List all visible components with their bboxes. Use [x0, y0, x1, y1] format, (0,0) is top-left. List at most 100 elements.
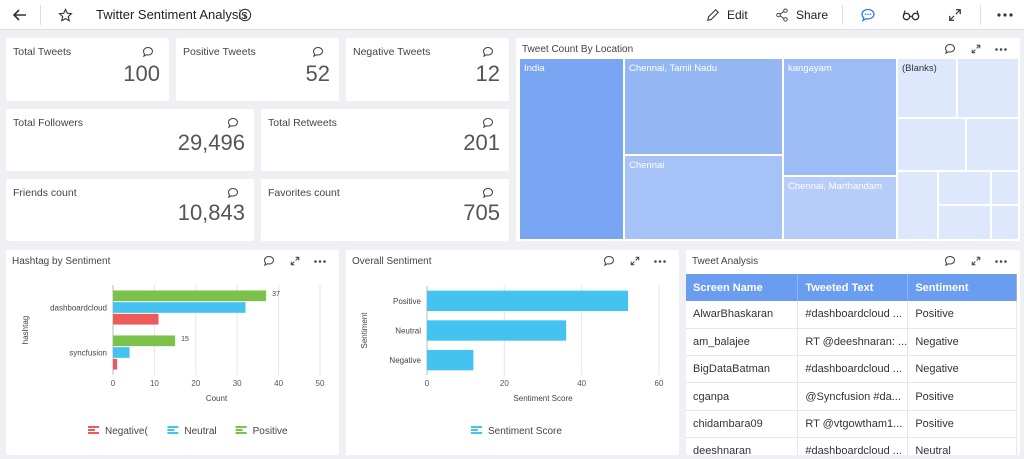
- comment-icon[interactable]: [481, 116, 495, 130]
- column-header-tweeted-text[interactable]: Tweeted Text: [798, 274, 908, 301]
- treemap-cell-india[interactable]: India: [520, 59, 623, 239]
- table-cell: Positive: [908, 410, 1017, 437]
- comment-icon[interactable]: [858, 5, 878, 25]
- legend-swatch: [167, 426, 178, 428]
- comment-icon[interactable]: [311, 45, 325, 59]
- comment-icon[interactable]: [943, 42, 957, 56]
- treemap-cell[interactable]: [898, 119, 965, 170]
- legend-label: Positive: [253, 426, 288, 437]
- column-header-sentiment[interactable]: Sentiment: [908, 274, 1017, 301]
- edit-button[interactable]: Edit: [727, 8, 748, 22]
- bar-neutral-syncfusion: [113, 347, 130, 358]
- legend-swatch: [88, 429, 95, 431]
- table-cell: Positive: [908, 383, 1017, 410]
- table-row[interactable]: chidambara09 RT @vtgowtham1... Positive: [686, 410, 1017, 437]
- comment-icon[interactable]: [226, 116, 240, 130]
- treemap-cell[interactable]: [992, 172, 1018, 204]
- y-tick-label: Neutral: [395, 327, 421, 336]
- x-tick-label: 10: [150, 379, 159, 388]
- kpi-card-negative-tweets: Negative Tweets 12: [346, 38, 509, 101]
- kpi-card-total-retweets: Total Retweets 201: [261, 109, 509, 171]
- y-tick-label: Positive: [393, 297, 422, 306]
- share-icon[interactable]: [772, 5, 792, 25]
- x-tick-label: 20: [191, 379, 200, 388]
- kpi-label: Favorites count: [268, 187, 340, 199]
- comment-icon[interactable]: [141, 45, 155, 59]
- share-button[interactable]: Share: [796, 8, 828, 22]
- treemap-cell[interactable]: [898, 172, 937, 239]
- y-axis-title: hashtag: [21, 316, 30, 344]
- treemap-cell-chennai-marthandam[interactable]: Chennai, Marthandam: [784, 177, 896, 239]
- comment-icon[interactable]: [226, 186, 240, 200]
- comment-icon[interactable]: [481, 186, 495, 200]
- legend-swatch: [88, 432, 99, 434]
- legend-label: Negative(: [105, 426, 148, 437]
- kpi-value: 10,843: [178, 200, 245, 226]
- table-cell: deeshnaran: [686, 437, 798, 455]
- table-row[interactable]: BigDataBatman #dashboardcloud ... Negati…: [686, 356, 1017, 383]
- treemap-label: Chennai, Tamil Nadu: [629, 63, 717, 74]
- table-row[interactable]: AlwarBhaskaran #dashboardcloud ... Posit…: [686, 301, 1017, 328]
- table-row[interactable]: deeshnaran #dashboardcloud ... Neutral: [686, 437, 1017, 455]
- legend-swatch: [236, 432, 247, 434]
- treemap-cell[interactable]: [992, 206, 1018, 239]
- edit-pencil-icon[interactable]: [703, 5, 723, 25]
- kpi-card-positive-tweets: Positive Tweets 52: [176, 38, 339, 101]
- table-row[interactable]: am_balajee RT @deeshnaran: ... Negative: [686, 328, 1017, 355]
- expand-icon[interactable]: [969, 254, 983, 268]
- x-axis-title: Count: [206, 394, 228, 403]
- treemap-cell[interactable]: [939, 206, 990, 239]
- table-cell: #dashboardcloud ...: [798, 301, 908, 328]
- legend-swatch: [88, 426, 99, 428]
- table-row[interactable]: cganpa @Syncfusion #da... Positive: [686, 383, 1017, 410]
- x-tick-label: 0: [111, 379, 116, 388]
- legend-swatch: [167, 429, 174, 431]
- legend-swatch: [167, 432, 178, 434]
- treemap-cell[interactable]: [939, 172, 990, 204]
- comment-icon[interactable]: [943, 254, 957, 268]
- kpi-label: Total Retweets: [268, 117, 337, 129]
- table-cell: BigDataBatman: [686, 356, 798, 383]
- kpi-label: Positive Tweets: [183, 46, 256, 58]
- bar-sentimentscore-positive: [427, 291, 628, 311]
- table-cell: Negative: [908, 356, 1017, 383]
- legend-swatch: [471, 426, 482, 428]
- kpi-card-total-followers: Total Followers 29,496: [6, 109, 254, 171]
- bar-neutral-dashboardcloud: [113, 302, 245, 313]
- treemap-cell-chennai-tamil-nadu[interactable]: Chennai, Tamil Nadu: [625, 59, 782, 154]
- view-glasses-icon[interactable]: [901, 5, 921, 25]
- x-tick-label: 30: [233, 379, 242, 388]
- treemap-label: (Blanks): [902, 63, 937, 74]
- fullscreen-icon[interactable]: [945, 5, 965, 25]
- bar-negative-dashboardcloud: [113, 314, 159, 325]
- kpi-value: 201: [463, 130, 500, 156]
- expand-icon[interactable]: [969, 42, 983, 56]
- treemap-label: Chennai: [629, 160, 664, 171]
- treemap-cell-chennai[interactable]: Chennai: [625, 156, 782, 239]
- y-tick-label: Negative: [389, 356, 421, 365]
- treemap-cell-blanks[interactable]: (Blanks): [898, 59, 956, 117]
- treemap-cell-kangayam[interactable]: kangayam: [784, 59, 896, 175]
- more-options-icon[interactable]: [995, 5, 1015, 25]
- star-icon[interactable]: [55, 5, 75, 25]
- kpi-card-total-tweets: Total Tweets 100: [6, 38, 169, 101]
- more-options-icon[interactable]: [994, 254, 1008, 268]
- x-tick-label: 60: [655, 379, 664, 388]
- treemap-cell[interactable]: [958, 59, 1018, 117]
- back-arrow-icon[interactable]: [10, 5, 30, 25]
- top-bar: Twitter Sentiment Analysis Edit Share: [0, 0, 1024, 30]
- treemap-cell[interactable]: [967, 119, 1018, 170]
- table-cell: RT @vtgowtham1...: [798, 410, 908, 437]
- legend-swatch: [236, 426, 247, 428]
- column-header-screen-name[interactable]: Screen Name: [686, 274, 798, 301]
- treemap-label: kangayam: [788, 63, 832, 74]
- table-cell: Negative: [908, 328, 1017, 355]
- y-tick-label: syncfusion: [69, 349, 107, 358]
- table-cell: RT @deeshnaran: ...: [798, 328, 908, 355]
- more-options-icon[interactable]: [994, 42, 1008, 56]
- comment-icon[interactable]: [481, 45, 495, 59]
- bar-positive-dashboardcloud: [113, 290, 266, 301]
- kpi-value: 29,496: [178, 130, 245, 156]
- info-icon[interactable]: [235, 5, 255, 25]
- x-axis-title: Sentiment Score: [513, 394, 573, 403]
